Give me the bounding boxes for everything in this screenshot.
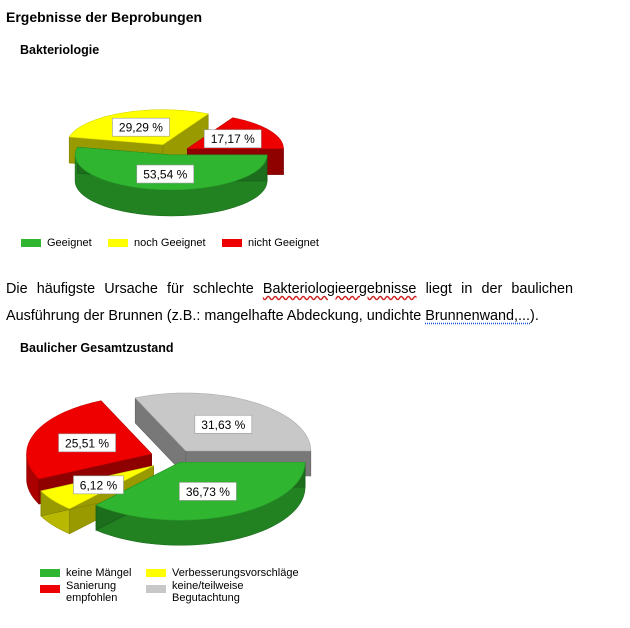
legend-label: Sanierung empfohlen: [66, 580, 117, 604]
svg-text:29,29 %: 29,29 %: [119, 121, 163, 135]
legend-swatch-gray: [146, 585, 166, 593]
legend-label-line: Begutachtung: [172, 592, 240, 604]
svg-text:36,73 %: 36,73 %: [186, 485, 230, 499]
pie-data-label: 17,17 %: [203, 129, 262, 149]
svg-text:53,54 %: 53,54 %: [143, 168, 187, 182]
pie-data-label: 6,12 %: [73, 475, 124, 495]
legend-swatch-green: [40, 569, 60, 577]
legend-label-line: empfohlen: [66, 592, 118, 604]
legend-item-verbesserung: Verbesserungsvorschläge: [146, 567, 299, 579]
chart-title-bakteriologie: Bakteriologie: [20, 43, 100, 57]
paragraph-text: ).: [530, 308, 539, 324]
legend-item-nicht-geeignet: nicht Geeignet: [222, 237, 319, 249]
svg-text:31,63 %: 31,63 %: [201, 418, 245, 432]
paragraph-text: Ausführung der Brunnen (z.B.: mangelhaft…: [6, 308, 426, 324]
pie-data-label: 29,29 %: [112, 117, 170, 137]
paragraph-text: liegt in der baulichen: [416, 281, 573, 297]
body-paragraph: Die häufigste Ursache für schlechte Bakt…: [6, 276, 573, 330]
legend-item-noch-geeignet: noch Geeignet: [108, 237, 206, 249]
legend-label-line: Sanierung: [66, 580, 117, 592]
paragraph-line-2: Ausführung der Brunnen (z.B.: mangelhaft…: [6, 308, 539, 324]
legend-label: Geeignet: [47, 237, 92, 249]
legend-label: keine/teilweise Begutachtung: [172, 580, 244, 604]
chart-title-baulicher-gesamtzustand: Baulicher Gesamtzustand: [20, 341, 174, 355]
legend-label-line: keine/teilweise: [172, 580, 244, 592]
spellcheck-marked-word: Bakteriologieergebnisse: [262, 281, 417, 297]
legend-label: Verbesserungsvorschläge: [172, 567, 299, 579]
legend-swatch-red: [222, 239, 242, 247]
legend-label: noch Geeignet: [134, 237, 206, 249]
paragraph-text: Die häufigste Ursache für schlechte: [6, 281, 263, 297]
legend-swatch-green: [21, 239, 41, 247]
legend-swatch-yellow: [146, 569, 166, 577]
legend-item-keine-maengel: keine Mängel: [40, 567, 131, 579]
legend-item-geeignet: Geeignet: [21, 237, 92, 249]
svg-text:6,12 %: 6,12 %: [80, 478, 118, 492]
legend-item-sanierung: Sanierung empfohlen: [40, 580, 117, 604]
legend-swatch-yellow: [108, 239, 128, 247]
linked-word[interactable]: Brunnenwand,...: [425, 308, 531, 324]
svg-text:17,17 %: 17,17 %: [211, 132, 255, 146]
legend-swatch-red: [40, 585, 60, 593]
paragraph-line-1: Die häufigste Ursache für schlechte Bakt…: [6, 276, 573, 303]
legend-label: nicht Geeignet: [248, 237, 319, 249]
pie-data-label: 25,51 %: [58, 433, 116, 453]
pie-data-label: 31,63 %: [194, 414, 253, 434]
legend-item-begutachtung: keine/teilweise Begutachtung: [146, 580, 244, 604]
pie-data-label: 53,54 %: [136, 164, 195, 184]
legend-label: keine Mängel: [66, 567, 132, 579]
svg-text:25,51 %: 25,51 %: [65, 436, 109, 450]
pie-data-label: 36,73 %: [179, 482, 237, 501]
page-heading: Ergebnisse der Beprobungen: [6, 9, 203, 25]
